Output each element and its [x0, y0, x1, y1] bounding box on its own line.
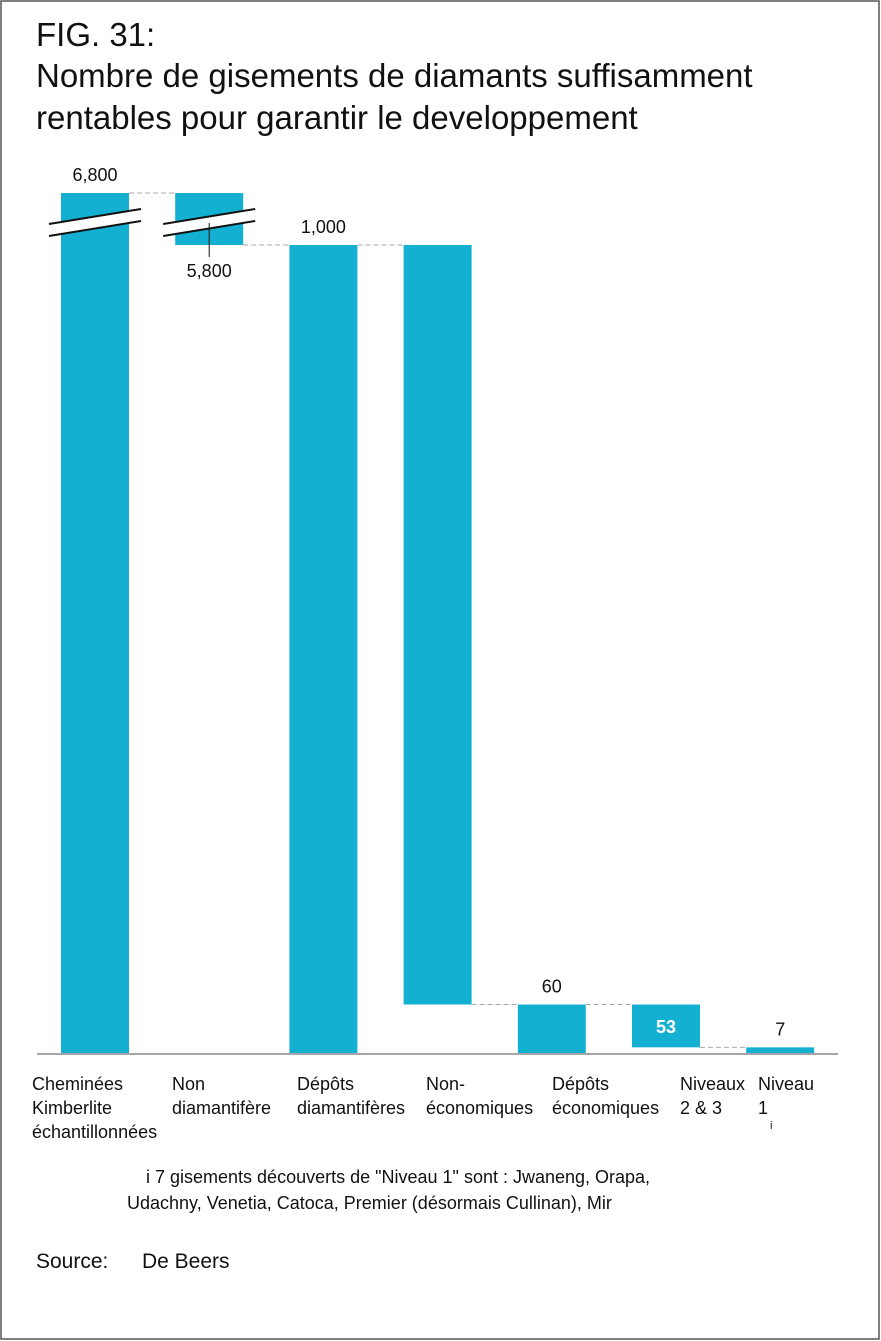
chart-title: rentables pour garantir le developpement	[36, 99, 638, 136]
value-label: 6,800	[72, 165, 117, 185]
x-tick-label: Niveau	[758, 1074, 814, 1094]
x-tick-label: Niveaux	[680, 1074, 745, 1094]
footnote: Udachny, Venetia, Catoca, Premier (désor…	[127, 1193, 612, 1213]
x-tick-label: Dépôts	[297, 1074, 354, 1094]
fig-number: FIG. 31:	[36, 16, 155, 53]
chart-title: Nombre de gisements de diamants suffisam…	[36, 57, 753, 94]
value-label: 53	[656, 1017, 676, 1037]
axis-break	[163, 209, 256, 236]
x-tick-label: 1	[758, 1098, 768, 1118]
bar	[746, 1047, 815, 1053]
x-tick-label: échantillonnées	[32, 1122, 157, 1142]
footnote: i 7 gisements découverts de "Niveau 1" s…	[146, 1167, 650, 1187]
x-tick-label: Kimberlite	[32, 1098, 112, 1118]
note-marker: i	[770, 1120, 772, 1132]
value-label: 5,800	[187, 261, 232, 281]
x-tick-label: Non	[172, 1074, 205, 1094]
source: De Beers	[142, 1250, 230, 1273]
bar	[517, 1004, 586, 1053]
bar	[403, 245, 472, 1005]
value-label: 7	[775, 1019, 785, 1039]
x-tick-label: économiques	[552, 1098, 659, 1118]
source-label: Source:	[36, 1250, 108, 1273]
x-tick-label: diamantifères	[297, 1098, 405, 1118]
axis-break	[49, 209, 141, 236]
bar	[289, 245, 358, 1053]
bar	[61, 193, 129, 1053]
x-tick-label: diamantifère	[172, 1098, 271, 1118]
value-label: 60	[542, 977, 562, 997]
axis-break	[163, 208, 256, 225]
axis-break	[48, 220, 142, 237]
x-tick-label: Cheminées	[32, 1074, 123, 1094]
x-tick-label: économiques	[426, 1098, 533, 1118]
axis-break	[48, 208, 142, 225]
bar	[632, 1004, 700, 1048]
value-label: 1,000	[301, 217, 346, 237]
x-tick-label: 2 & 3	[680, 1098, 722, 1118]
x-tick-label: Non-	[426, 1074, 465, 1094]
x-tick-label: Dépôts	[552, 1074, 609, 1094]
